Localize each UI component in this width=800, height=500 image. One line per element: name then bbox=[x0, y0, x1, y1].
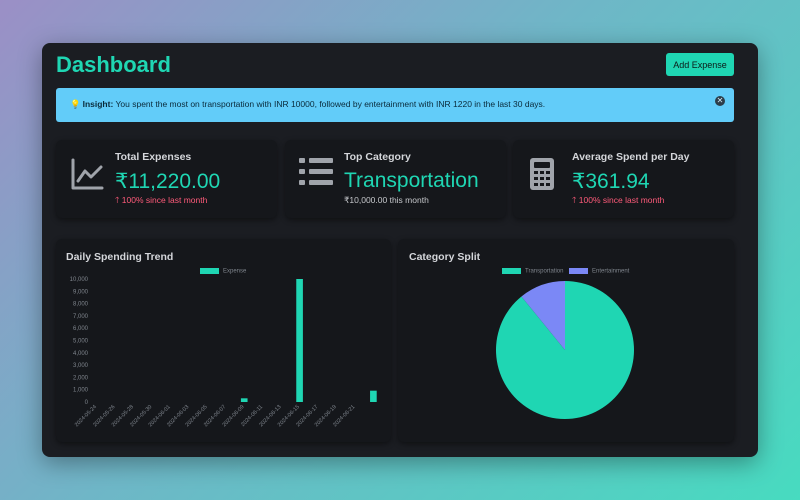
y-tick-label: 2,000 bbox=[73, 375, 89, 381]
chart-title: Daily Spending Trend bbox=[66, 251, 174, 263]
legend-item-transportation[interactable]: Transportation bbox=[502, 268, 563, 275]
bar[interactable] bbox=[296, 279, 303, 402]
bar-chart: 0 1,000 2,000 3,000 4,000 5,000 6,000 7,000 8,00… bbox=[70, 277, 377, 428]
close-icon[interactable]: ✕ bbox=[715, 96, 725, 106]
legend-item-expense[interactable]: Expense bbox=[200, 268, 246, 275]
stat-value: ₹11,220.00 bbox=[115, 170, 221, 193]
y-tick-label: 7,000 bbox=[73, 314, 89, 320]
arrow-up-icon: 🡑 bbox=[115, 195, 122, 205]
pie-chart bbox=[496, 281, 634, 419]
legend-swatch bbox=[502, 268, 521, 274]
insight-banner: 💡 Insight: You spent the most on transpor… bbox=[56, 88, 734, 122]
add-expense-button[interactable]: Add Expense bbox=[666, 53, 734, 76]
pie-slice-entertainment[interactable] bbox=[521, 281, 565, 350]
average-spend-card: Average Spend per Day ₹361.94 🡑 100% sin… bbox=[513, 140, 734, 218]
lightbulb-icon: 💡 bbox=[70, 99, 81, 109]
legend-item-entertainment[interactable]: Entertainment bbox=[569, 268, 629, 275]
y-tick-label: 1,000 bbox=[73, 388, 89, 394]
dashboard-panel: Dashboard Add Expense 💡 Insight: You spen… bbox=[42, 43, 758, 457]
calculator-icon bbox=[530, 158, 554, 190]
legend-label: Expense bbox=[223, 268, 247, 275]
legend-label: Entertainment bbox=[592, 268, 630, 275]
bar[interactable] bbox=[240, 398, 248, 402]
total-expenses-card: Total Expenses ₹11,220.00 🡑 100% since l… bbox=[56, 140, 277, 218]
insight-label: Insight: bbox=[82, 99, 114, 109]
list-icon bbox=[299, 158, 333, 185]
y-tick-label: 6,000 bbox=[73, 326, 89, 332]
stat-value: ₹361.94 bbox=[572, 170, 650, 193]
legend-swatch bbox=[200, 268, 219, 274]
stat-label: Total Expenses bbox=[115, 151, 192, 163]
stat-trend: 🡑 100% since last month bbox=[572, 195, 664, 209]
category-split-card: Category Split Transportation Entertainm… bbox=[398, 239, 734, 442]
y-tick-label: 8,000 bbox=[73, 302, 89, 308]
legend-swatch bbox=[569, 268, 588, 274]
y-tick-label: 4,000 bbox=[73, 351, 89, 357]
y-tick-label: 5,000 bbox=[73, 339, 89, 345]
y-tick-label: 9,000 bbox=[73, 289, 89, 295]
chart-title: Category Split bbox=[409, 251, 481, 263]
line-chart-icon bbox=[71, 158, 104, 190]
y-tick-label: 10,000 bbox=[70, 277, 89, 283]
page-title: Dashboard bbox=[56, 52, 171, 77]
stat-trend: 🡑 100% since last month bbox=[115, 195, 207, 209]
y-tick-label: 3,000 bbox=[73, 363, 89, 369]
stat-label: Average Spend per Day bbox=[572, 151, 690, 163]
stat-value: Transportation bbox=[344, 169, 479, 192]
stat-trend-text: 100% since last month bbox=[121, 195, 208, 205]
top-category-card: Top Category Transportation ₹10,000.00 t… bbox=[285, 140, 506, 218]
stat-trend-text: 100% since last month bbox=[578, 195, 665, 205]
insight-text: You spent the most on transportation wit… bbox=[113, 99, 546, 109]
bar[interactable] bbox=[370, 390, 377, 402]
stat-label: Top Category bbox=[344, 151, 411, 163]
arrow-up-icon: 🡑 bbox=[572, 195, 579, 205]
legend-label: Transportation bbox=[525, 268, 564, 275]
stat-sub: ₹10,000.00 this month bbox=[344, 195, 429, 205]
y-tick-label: 0 bbox=[85, 400, 89, 406]
daily-spending-card: Daily Spending Trend Expense 0 1,000 2,000… bbox=[56, 239, 391, 442]
